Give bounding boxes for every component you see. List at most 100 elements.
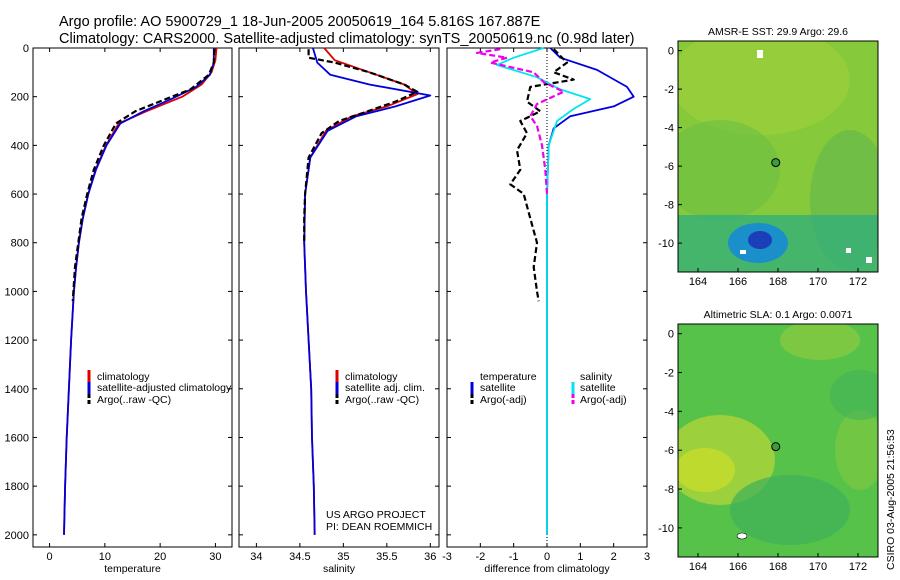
plot-frame (238, 47, 440, 548)
y-tick-label: 400 (11, 140, 29, 152)
map-x-tick-label: 172 (849, 276, 867, 288)
map-y-tick-label: 0 (668, 329, 674, 341)
map-x-tick-label: 164 (689, 561, 707, 573)
temperature-profile-chart: 0 10 20 30 temperature 0 200 400 600 800 1000 1200 1… (5, 43, 233, 575)
legend-label: satellite (580, 382, 616, 394)
map-y-tick-label: -10 (658, 238, 674, 250)
x-tick-label: 1 (577, 551, 583, 563)
map-x-tick-label: 168 (769, 561, 787, 573)
legend-label: satellite adj. clim. (345, 382, 425, 394)
y-tick-label: 1400 (5, 384, 29, 396)
series-line-satellite-adjusted-climatology (63, 48, 215, 535)
x-tick-label: 0 (544, 551, 550, 563)
map-y-tick-label: -6 (664, 445, 674, 457)
legend-label: Argo(..raw -QC) (97, 394, 171, 406)
timestamp: CSIRO 03-Aug-2005 21:56:53 (885, 429, 897, 570)
y-tick-label: 1200 (5, 335, 29, 347)
y-tick-label: 2000 (5, 530, 29, 542)
sst-argo-marker (771, 158, 781, 168)
series-line-temperature-argo-adj- (509, 48, 575, 302)
map-x-tick-label: 168 (769, 276, 787, 288)
y-tick-label: 1600 (5, 432, 29, 444)
series-line-climatology (63, 47, 218, 535)
x-tick-label: 30 (209, 551, 221, 563)
y-tick-label: 600 (11, 189, 29, 201)
x-tick-label: -3 (442, 551, 452, 563)
x-tick-label: 2 (611, 551, 617, 563)
legend-salinity: climatology satellite adj. clim. Argo(..… (326, 370, 432, 533)
credit-line-1: US ARGO PROJECT (326, 509, 426, 521)
map-y-tick-label: -2 (664, 84, 674, 96)
x-tick-label: 0 (47, 551, 53, 563)
series-line-salinity-argo-adj- (475, 48, 565, 195)
y-tick-label: 0 (23, 43, 29, 55)
title-line-2: Climatology: CARS2000. Satellite-adjuste… (59, 31, 634, 47)
sla-map-panel: Altimetric SLA: 0.1 Argo: 0.0071 164 166 1… (658, 309, 879, 573)
title-line-1: Argo profile: AO 5900729_1 18-Jun-2005 2… (59, 14, 541, 30)
difference-profile-chart: -3 -2 -1 0 1 2 3 difference from climatology (442, 47, 650, 575)
map-y-tick-label: -4 (664, 406, 674, 418)
sla-low-patch (730, 475, 850, 545)
map-y-tick-label: -6 (664, 161, 674, 173)
sst-cool-patch (678, 120, 780, 220)
x-axis-label: salinity (323, 563, 356, 575)
salinity-profile-chart: 34 34.5 35 35.5 36 salinity (238, 47, 440, 575)
map-y-tick-label: -4 (664, 123, 674, 135)
sla-high-patch (835, 410, 878, 490)
legend-label: Argo(-adj) (480, 394, 527, 406)
map-y-tick-label: -10 (658, 523, 674, 535)
map-x-tick-label: 166 (729, 276, 747, 288)
legend-label: Argo(..raw -QC) (345, 394, 419, 406)
sst-land-pixel (846, 248, 851, 253)
sst-land-pixel (740, 250, 746, 254)
series-line-temperature-satellite (546, 47, 635, 535)
series-line-argo-raw-qc- (303, 49, 419, 243)
x-tick-label: 3 (644, 551, 650, 563)
x-tick-label: -1 (509, 551, 519, 563)
sst-cold-core (748, 231, 772, 249)
sst-map-axes: 164 166 168 170 172 0 -2 -4 -6 -8 -10 (658, 46, 867, 288)
y-tick-label: 800 (11, 238, 29, 250)
legend-label: Argo(-adj) (580, 394, 627, 406)
sla-low-patch (830, 370, 878, 420)
sla-island (736, 532, 748, 540)
sst-land-pixel (866, 257, 872, 263)
plot-frame (32, 47, 233, 548)
y-tick-label: 1000 (5, 286, 29, 298)
legend-heading-temperature: temperature (480, 371, 537, 383)
legend-temperature: climatology satellite-adjusted climatolo… (87, 370, 232, 406)
map-y-tick-label: 0 (668, 46, 674, 58)
x-axis-label: difference from climatology (484, 563, 610, 575)
sla-high-patch (780, 324, 860, 360)
legend-label: climatology (97, 371, 150, 383)
sst-land-pixel (757, 50, 763, 58)
map-x-tick-label: 172 (849, 561, 867, 573)
map-y-tick-label: -2 (664, 368, 674, 380)
x-tick-label: 34.5 (289, 551, 310, 563)
map-x-tick-label: 170 (809, 276, 827, 288)
series-line-argo-raw-qc- (71, 49, 216, 302)
map-x-tick-label: 170 (809, 561, 827, 573)
map-y-tick-label: -8 (664, 200, 674, 212)
map-x-tick-label: 166 (729, 561, 747, 573)
x-tick-label: 10 (99, 551, 111, 563)
sla-map-title: Altimetric SLA: 0.1 Argo: 0.0071 (704, 309, 853, 321)
x-tick-label: -2 (475, 551, 485, 563)
sst-warm-patch (678, 41, 850, 135)
credit-line-2: PI: DEAN ROEMMICH (326, 521, 432, 533)
legend-label: satellite-adjusted climatology (97, 382, 232, 394)
legend-heading-salinity: salinity (580, 371, 613, 383)
sla-map-axes: 164 166 168 170 172 0 -2 -4 -6 -8 -10 (658, 329, 867, 573)
y-tick-label: 200 (11, 92, 29, 104)
sst-map-panel: AMSR-E SST: 29.9 Argo: 29.6 164 166 168 170… (658, 26, 879, 288)
x-tick-label: 34 (250, 551, 262, 563)
series-line-climatology (303, 47, 419, 535)
map-x-tick-label: 164 (689, 276, 707, 288)
x-tick-label: 20 (154, 551, 166, 563)
x-axis-label: temperature (104, 563, 161, 575)
legend-difference: temperature satellite Argo(-adj) salinit… (470, 371, 627, 406)
legend-label: climatology (345, 371, 398, 383)
series-line-salinity-satellite (496, 47, 592, 535)
map-y-tick-label: -8 (664, 484, 674, 496)
